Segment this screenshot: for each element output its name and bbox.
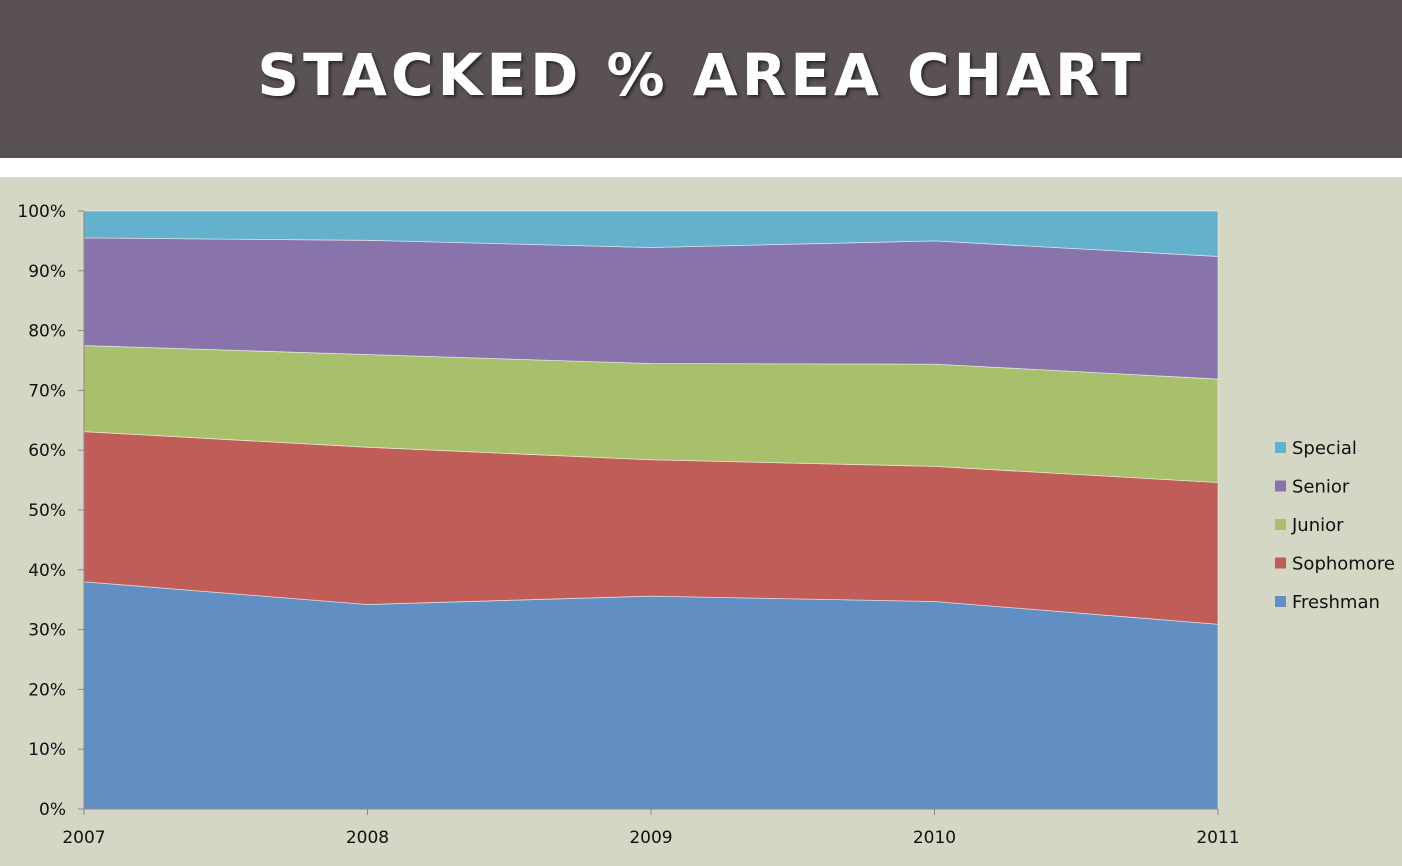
y-tick-label: 80% — [28, 322, 66, 342]
area-special — [83, 210, 1219, 257]
legend-swatch-freshman — [1275, 596, 1286, 607]
x-tick-label: 2007 — [62, 828, 105, 848]
x-tick-label: 2009 — [629, 828, 672, 848]
y-tick-label: 90% — [28, 262, 66, 282]
y-tick-label: 50% — [28, 501, 66, 521]
legend-swatch-junior — [1275, 519, 1286, 530]
legend: Special Senior Junior Sophomore Freshman — [1275, 438, 1395, 613]
legend-swatch-special — [1275, 442, 1286, 453]
slide-title: STACKED % AREA CHART — [257, 41, 1145, 109]
y-tick-label: 10% — [28, 740, 66, 760]
y-tick-label: 70% — [28, 381, 66, 401]
legend-label-sophomore: Sophomore — [1292, 554, 1395, 575]
y-tick-label: 40% — [28, 561, 66, 581]
y-tick-label: 100% — [17, 202, 66, 222]
x-tick-label: 2008 — [346, 828, 389, 848]
y-tick-label: 30% — [28, 621, 66, 641]
y-tick-label: 0% — [39, 800, 66, 820]
legend-label-special: Special — [1292, 438, 1357, 459]
legend-swatch-sophomore — [1275, 557, 1286, 569]
y-tick-label: 20% — [28, 680, 66, 700]
x-tick-label: 2010 — [913, 828, 956, 848]
legend-label-freshman: Freshman — [1292, 592, 1380, 613]
axes-layer: 0% 10% 20% 30% 40% 50% 60% 70% 80% 90% 100% 2007 200… — [17, 202, 1239, 848]
legend-label-junior: Junior — [1291, 515, 1344, 536]
legend-swatch-senior — [1275, 480, 1286, 492]
y-tick-label: 60% — [28, 441, 66, 461]
area-freshman — [83, 581, 1219, 810]
slide-title-bar: STACKED % AREA CHART — [0, 0, 1402, 158]
area-layer — [83, 210, 1219, 810]
legend-label-senior: Senior — [1292, 477, 1350, 498]
x-tick-label: 2011 — [1196, 828, 1239, 848]
